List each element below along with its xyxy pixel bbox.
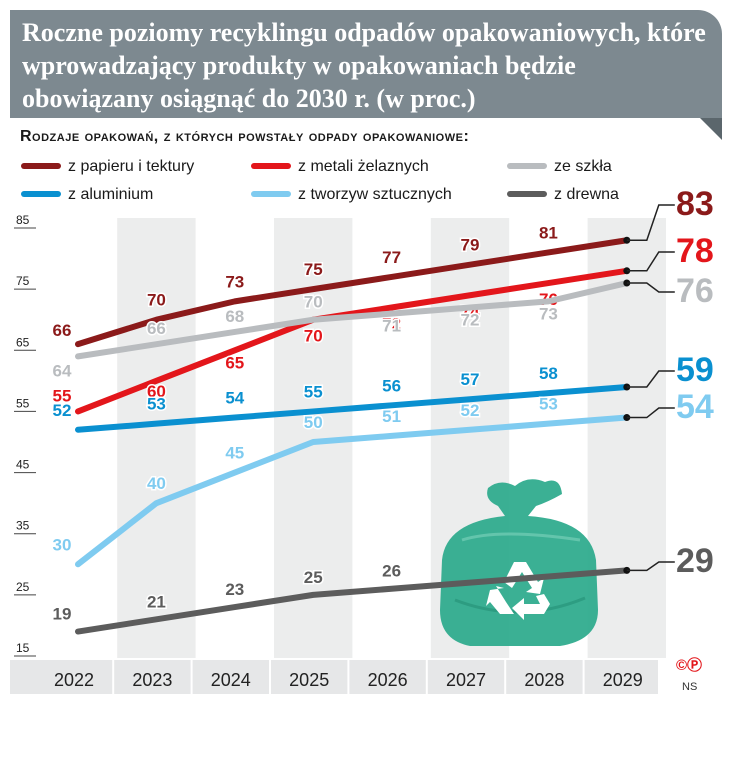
data-label: 21	[147, 592, 166, 611]
x-tick-label: 2027	[446, 670, 486, 690]
x-axis: 2022 2023 2024 2025 2026 2027 2028 2029	[54, 660, 643, 694]
data-label: 79	[461, 236, 480, 255]
y-tick-label: 55	[16, 396, 30, 410]
data-label: 26	[382, 562, 401, 581]
leader-line	[626, 282, 675, 293]
y-tick-label: 15	[16, 641, 30, 655]
y-tick-label: 85	[16, 213, 30, 227]
leader-line	[626, 407, 675, 419]
leader-line	[626, 251, 675, 272]
copyright-mark: ©Ⓟ	[676, 656, 702, 674]
data-label: 19	[53, 605, 72, 624]
y-tick-label: 25	[16, 580, 30, 594]
legend-label: z papieru i tektury	[68, 158, 194, 175]
data-label: 73	[225, 272, 244, 291]
author-initials: NS	[682, 681, 697, 693]
y-tick-label: 45	[16, 458, 30, 472]
series-line	[75, 280, 630, 360]
data-label: 55	[53, 386, 72, 405]
data-label: 50	[304, 413, 323, 432]
series-line	[75, 567, 630, 635]
data-label: 65	[225, 353, 244, 372]
leader-line	[626, 561, 675, 572]
data-label: 40	[147, 474, 166, 493]
x-tick-label: 2026	[368, 670, 408, 690]
data-label: 54	[225, 389, 244, 408]
series-line	[75, 237, 630, 348]
data-label: 72	[461, 310, 480, 329]
title-banner: Roczne poziomy recyklingu odpadów opakow…	[10, 10, 722, 140]
recycling-bag-icon	[440, 479, 598, 646]
data-label: 70	[304, 293, 323, 312]
legend-label: z tworzyw sztucznych	[298, 186, 452, 203]
data-label: 52	[53, 401, 72, 420]
leader-line	[626, 370, 675, 388]
x-axis-band	[10, 660, 658, 694]
x-tick-label: 2029	[603, 670, 643, 690]
series-group: 29 19 21 23 25 26	[51, 542, 714, 635]
final-value-label: 29	[676, 542, 714, 580]
data-label: 70	[304, 327, 323, 346]
y-axis: 15 25 35 45 55 65 75 85	[14, 213, 36, 657]
data-label: 52	[461, 401, 480, 420]
y-tick-label: 65	[16, 335, 30, 349]
series-group: 59 52 53 54 55 56 57 58	[51, 351, 714, 433]
data-label: 68	[225, 307, 244, 326]
legend-label: ze szkła	[554, 158, 612, 175]
data-label: 75	[304, 260, 323, 279]
legend: z papieru i tektury z metali żelaznych ze …	[21, 158, 619, 203]
x-tick-label: 2028	[524, 670, 564, 690]
final-value-label: 59	[676, 351, 714, 389]
legend-label: z metali żelaznych	[298, 158, 429, 175]
chart-title: Roczne poziomy recyklingu odpadów opakow…	[22, 18, 706, 113]
data-label: 51	[382, 407, 401, 426]
final-value-label: 54	[676, 388, 714, 426]
data-label: 72	[382, 314, 401, 333]
legend-label: z aluminium	[68, 186, 153, 203]
x-tick-label: 2023	[132, 670, 172, 690]
data-label: 53	[539, 395, 558, 414]
leader-line	[626, 204, 675, 241]
data-label: 66	[147, 319, 166, 338]
series-line	[75, 267, 630, 415]
series-group: 54 30 40 45 50 51 52 53	[51, 388, 714, 568]
legend-title: Rodzaje opakowań, z których powstały odp…	[20, 128, 469, 145]
final-value-label: 83	[676, 185, 714, 223]
final-value-label: 76	[676, 272, 714, 310]
series-group: 83 66 70 73 75 77 79 81	[51, 185, 714, 348]
data-label: 60	[147, 382, 166, 401]
data-label: 64	[53, 361, 72, 380]
data-label: 45	[225, 444, 244, 463]
data-label: 25	[304, 568, 323, 587]
x-tick-label: 2022	[54, 670, 94, 690]
data-label: 70	[147, 291, 166, 310]
data-label: 53	[147, 395, 166, 414]
data-label: 66	[53, 321, 72, 340]
data-label: 77	[382, 248, 401, 267]
data-label: 30	[53, 535, 72, 554]
data-label: 71	[382, 317, 401, 336]
data-label: 57	[461, 370, 480, 389]
data-label: 81	[539, 223, 558, 242]
final-value-label: 78	[676, 232, 714, 270]
series-line	[75, 414, 630, 568]
data-label: 23	[225, 580, 244, 599]
y-tick-label: 35	[16, 519, 30, 533]
data-label: 58	[539, 364, 558, 383]
series-line	[75, 383, 630, 433]
data-label: 55	[304, 382, 323, 401]
x-tick-label: 2024	[211, 670, 251, 690]
legend-label: z drewna	[554, 186, 619, 203]
x-tick-label: 2025	[289, 670, 329, 690]
data-label: 73	[539, 304, 558, 323]
year-band	[117, 218, 196, 658]
y-tick-label: 75	[16, 274, 30, 288]
data-label: 56	[382, 376, 401, 395]
